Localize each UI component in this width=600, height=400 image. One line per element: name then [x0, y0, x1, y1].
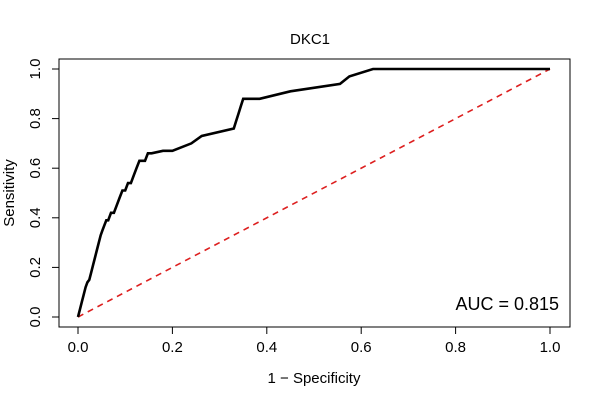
y-tick-label: 0.0: [27, 307, 44, 328]
y-tick-label: 0.8: [27, 108, 44, 129]
y-tick-label: 0.6: [27, 158, 44, 179]
chart-title: DKC1: [290, 31, 330, 48]
series-layer: [76, 67, 551, 318]
roc-curve-line: [76, 67, 550, 318]
x-axis: 0.0 0.2 0.4 0.6 0.8 1.0: [68, 326, 561, 356]
reference-diagonal-line: [77, 68, 551, 318]
y-axis-label: Sensitivity: [1, 159, 18, 227]
y-tick-label: 1.0: [27, 59, 44, 80]
x-tick-label: 0.4: [256, 339, 277, 356]
y-axis: 0.0 0.2 0.4 0.6 0.8 1.0: [27, 59, 60, 328]
x-tick-label: 1.0: [540, 339, 561, 356]
auc-annotation: AUC = 0.815: [455, 294, 559, 314]
y-tick-label: 0.2: [27, 257, 44, 278]
x-axis-label: 1 − Specificity: [268, 370, 361, 387]
x-tick-label: 0.8: [445, 339, 466, 356]
x-tick-label: 0.2: [162, 339, 183, 356]
x-tick-label: 0.6: [351, 339, 372, 356]
y-tick-label: 0.4: [27, 207, 44, 228]
x-tick-label: 0.0: [68, 339, 89, 356]
